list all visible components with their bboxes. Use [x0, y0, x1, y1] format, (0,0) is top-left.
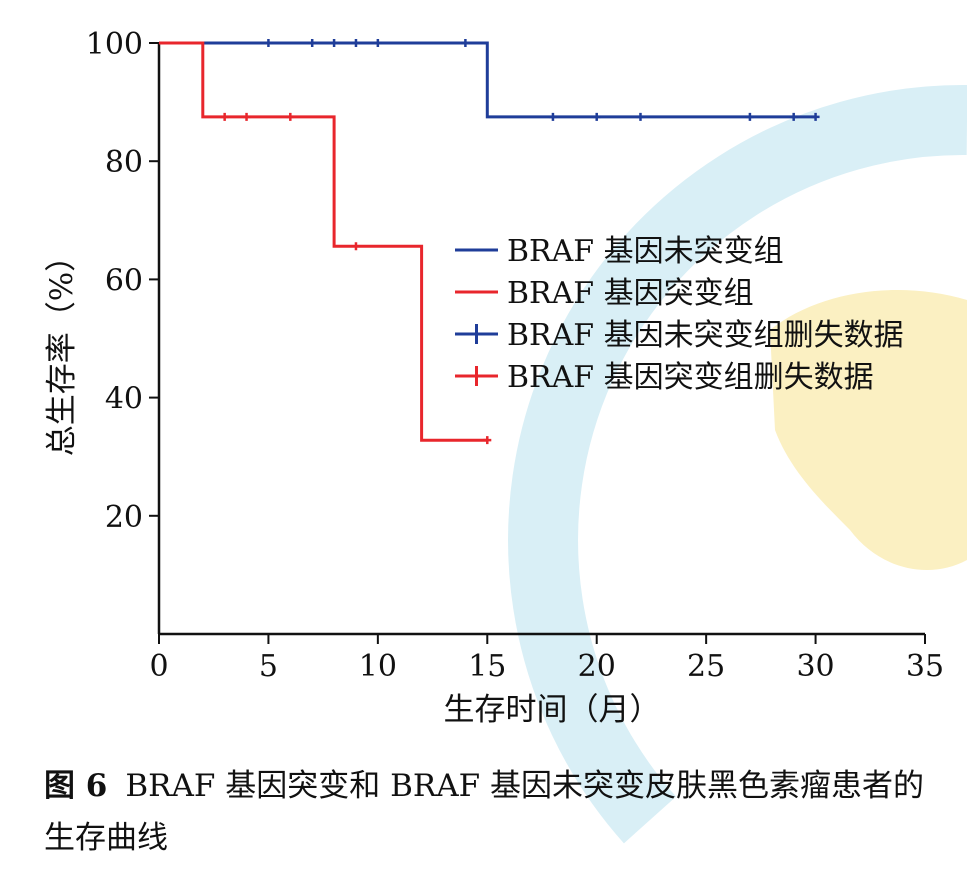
y-tick-label: 100 [86, 27, 143, 62]
censor-marker [242, 112, 251, 121]
figure-label: 图 6 [44, 768, 108, 804]
y-tick-label: 80 [105, 145, 143, 180]
chart-axes: 0 5 10 15 20 25 30 35 20 40 60 80 100 生存时间（月） 总生存率（%） [44, 27, 944, 728]
censor-marker [483, 436, 492, 445]
legend-label: BRAF 基因未突变组 [507, 234, 784, 269]
censor-marker [548, 112, 557, 121]
x-tick-label: 25 [687, 649, 725, 684]
censor-marker [745, 112, 754, 121]
series-line-2 [159, 41, 488, 442]
figure-caption-text: BRAF 基因突变和 BRAF 基因未突变皮肤黑色素瘤患者的生存曲线 [44, 768, 924, 856]
censor-marker [351, 242, 360, 251]
censor-marker [351, 39, 360, 47]
survival-chart: 0 5 10 15 20 25 30 3520406080100生存时间（月）总生存率（%） … [44, 27, 944, 728]
y-axis-label: 总生存率（%） [44, 241, 80, 456]
series-layer [159, 39, 820, 445]
censor-marker [373, 39, 382, 47]
censor-marker [220, 112, 229, 121]
figure-caption: 图 6 BRAF 基因突变和 BRAF 基因未突变皮肤黑色素瘤患者的生存曲线 [44, 760, 944, 864]
censor-marker [308, 39, 317, 47]
series-line-1 [159, 41, 816, 119]
censor-marker [330, 39, 339, 47]
legend-label: BRAF 基因突变组 [507, 276, 754, 311]
y-tick-label: 40 [105, 382, 143, 417]
x-tick-label: 15 [468, 649, 506, 684]
x-tick-label: 30 [796, 649, 834, 684]
chart-legend: BRAF 基因未突变组 BRAF 基因突变组 BRAF 基因未突变组删失数据 BRAF… [455, 234, 904, 395]
censor-marker [789, 112, 798, 121]
censor-marker [286, 112, 295, 121]
legend-label: BRAF 基因未突变组删失数据 [507, 318, 904, 353]
censor-marker [592, 112, 601, 121]
censor-marker [811, 112, 820, 121]
legend-label: BRAF 基因突变组删失数据 [507, 360, 874, 395]
y-tick-label: 60 [105, 263, 143, 298]
watermark-ring [508, 84, 967, 844]
x-tick-label: 35 [906, 649, 944, 684]
y-tick-label: 20 [105, 500, 143, 535]
censor-marker [461, 39, 470, 47]
x-tick-label: 20 [578, 649, 616, 684]
x-tick-label: 5 [259, 649, 278, 684]
x-tick-label: 10 [359, 649, 397, 684]
watermark-map [770, 290, 967, 570]
censor-marker [636, 112, 645, 121]
x-axis-label: 生存时间（月） [444, 692, 661, 728]
x-tick-label: 0 [149, 649, 168, 684]
censor-marker [264, 39, 273, 47]
